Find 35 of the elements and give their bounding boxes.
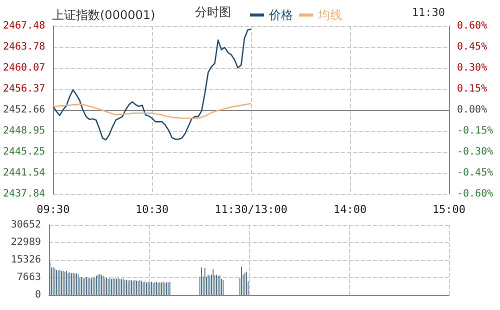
y-tick-label: 7663 [16, 272, 41, 283]
y-tick-label: 30652 [10, 220, 41, 230]
y2-tick-label: -0.45% [457, 168, 494, 178]
y2-tick-label: 0.60% [457, 20, 488, 32]
y-tick-label: 2448.95 [2, 126, 46, 137]
y-tick-label: 2452.66 [2, 104, 46, 116]
y-tick-label: 22989 [10, 237, 41, 248]
y-tick-label: 2441.54 [2, 168, 46, 179]
y-tick-label: 15326 [10, 254, 41, 266]
y2-tick-label: -0.15% [457, 126, 494, 136]
chart-title: 上证指数(000001) [52, 8, 156, 22]
text: 11:30 [412, 6, 446, 19]
legend-label: 价格 [268, 8, 293, 22]
x-tick-label: 11:30/13:00 [214, 203, 288, 216]
chart-subtitle: 分时图 [195, 5, 231, 19]
y2-tick-label: 0.45% [457, 42, 488, 52]
y-tick-label: 0 [34, 290, 41, 300]
y-tick-label: 2445.25 [2, 146, 46, 158]
y2-tick-label: 0.00% [457, 104, 488, 116]
x-tick-label: 10:30 [136, 203, 169, 216]
y2-tick-label: 0.30% [457, 62, 488, 74]
y-tick-label: 2463.78 [2, 41, 46, 52]
y-tick-label: 2456.37 [2, 83, 46, 94]
line-series [52, 28, 252, 140]
x-tick-label: 09:30 [36, 203, 70, 216]
x-tick-label: 15:00 [432, 203, 466, 216]
y2-tick-label: 0.15% [457, 84, 488, 94]
y-tick-label: 2460.07 [2, 62, 46, 74]
line-series [52, 102, 252, 119]
y2-tick-label: -0.60% [457, 188, 494, 200]
y-tick-label: 2437.84 [2, 188, 46, 200]
y2-tick-label: -0.30% [457, 146, 494, 158]
legend-label: 均线 [317, 8, 342, 22]
x-tick-label: 14:00 [333, 203, 367, 216]
y-tick-label: 2467.48 [2, 20, 46, 32]
